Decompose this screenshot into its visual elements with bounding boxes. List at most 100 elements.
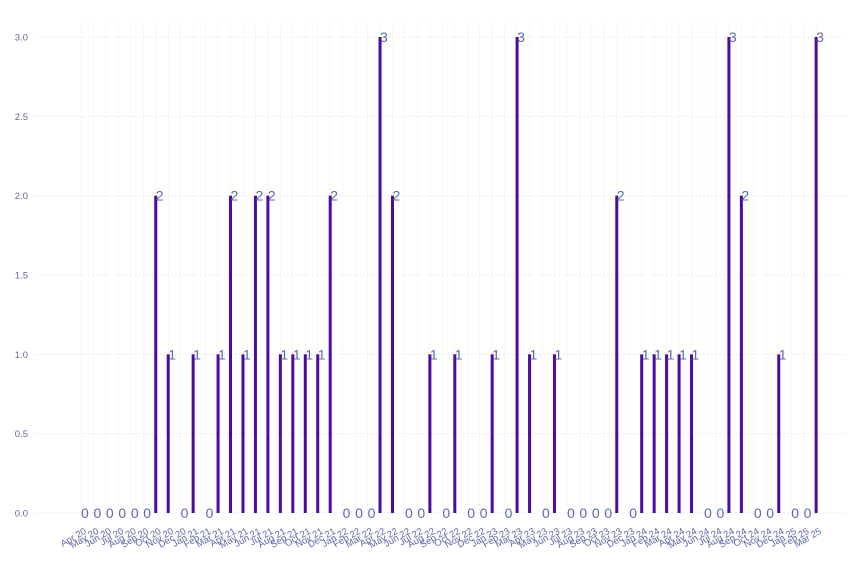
bar <box>303 354 307 513</box>
data-label: 1 <box>218 346 226 362</box>
data-label: 0 <box>716 505 724 521</box>
bar <box>814 37 818 513</box>
data-label: 0 <box>804 505 812 521</box>
data-label: 2 <box>393 188 401 204</box>
bar <box>490 354 494 513</box>
bar <box>428 354 432 513</box>
data-label: 0 <box>143 505 151 521</box>
bar <box>154 195 158 513</box>
bar <box>229 195 233 513</box>
data-label: 0 <box>355 505 363 521</box>
bar <box>652 354 656 513</box>
bar <box>515 37 519 513</box>
data-label: 0 <box>106 505 114 521</box>
data-label: 0 <box>766 505 774 521</box>
data-label: 0 <box>567 505 575 521</box>
data-label: 0 <box>417 505 425 521</box>
data-label: 2 <box>617 188 625 204</box>
bar <box>316 354 320 513</box>
data-label: 2 <box>231 188 239 204</box>
y-tick-label: 0.5 <box>15 429 28 440</box>
data-label: 0 <box>442 505 450 521</box>
data-label: 1 <box>692 346 700 362</box>
data-label: 2 <box>156 188 164 204</box>
y-tick-label: 2.0 <box>15 191 28 202</box>
bar <box>739 195 743 513</box>
grid-lines <box>35 20 845 514</box>
data-label: 0 <box>181 505 189 521</box>
data-label: 3 <box>729 29 737 45</box>
data-label: 0 <box>131 505 139 521</box>
data-label: 1 <box>168 346 176 362</box>
data-label: 1 <box>193 346 201 362</box>
data-label: 0 <box>118 505 126 521</box>
data-label: 0 <box>629 505 637 521</box>
data-label: 1 <box>554 346 562 362</box>
data-label: 0 <box>405 505 413 521</box>
data-label: 0 <box>343 505 351 521</box>
data-label: 1 <box>679 346 687 362</box>
data-label: 0 <box>206 505 214 521</box>
bar <box>777 354 781 513</box>
y-axis: 0.0 0.5 1.0 1.5 2.0 2.5 3.0 <box>15 33 28 520</box>
bar <box>690 354 694 513</box>
data-label: 0 <box>505 505 513 521</box>
data-label: 2 <box>741 188 749 204</box>
bar <box>166 354 170 513</box>
data-label: 0 <box>368 505 376 521</box>
data-label: 1 <box>430 346 438 362</box>
data-label: 1 <box>280 346 288 362</box>
data-label: 1 <box>455 346 463 362</box>
data-label: 1 <box>305 346 313 362</box>
data-label: 0 <box>791 505 799 521</box>
y-tick-label: 2.5 <box>15 112 28 123</box>
bars <box>154 37 818 513</box>
data-label: 1 <box>642 346 650 362</box>
data-label: 1 <box>293 346 301 362</box>
bar <box>191 354 195 513</box>
data-label: 1 <box>654 346 662 362</box>
data-label: 3 <box>816 29 824 45</box>
bar <box>677 354 681 513</box>
bar <box>727 37 731 513</box>
y-tick-label: 1.0 <box>15 350 28 361</box>
data-label: 1 <box>492 346 500 362</box>
data-label: 1 <box>318 346 326 362</box>
bar <box>216 354 220 513</box>
data-label: 1 <box>243 346 251 362</box>
bar <box>640 354 644 513</box>
bar <box>291 354 295 513</box>
data-label: 0 <box>704 505 712 521</box>
bar <box>378 37 382 513</box>
data-label: 2 <box>268 188 276 204</box>
y-tick-label: 1.5 <box>15 271 28 282</box>
data-label: 0 <box>467 505 475 521</box>
data-label: 2 <box>255 188 263 204</box>
bar <box>328 195 332 513</box>
data-label: 1 <box>779 346 787 362</box>
y-tick-label: 0.0 <box>15 509 28 520</box>
bar <box>253 195 257 513</box>
data-label: 0 <box>480 505 488 521</box>
bar <box>278 354 282 513</box>
data-label: 3 <box>517 29 525 45</box>
bar <box>615 195 619 513</box>
data-label: 0 <box>579 505 587 521</box>
data-label: 0 <box>754 505 762 521</box>
bar <box>665 354 669 513</box>
data-label: 0 <box>93 505 101 521</box>
bar <box>453 354 457 513</box>
bar <box>241 354 245 513</box>
data-label: 0 <box>542 505 550 521</box>
data-label: 0 <box>81 505 89 521</box>
bar <box>552 354 556 513</box>
data-label: 3 <box>380 29 388 45</box>
data-label: 1 <box>530 346 538 362</box>
data-label: 1 <box>667 346 675 362</box>
bar <box>266 195 270 513</box>
y-tick-label: 3.0 <box>15 33 28 44</box>
